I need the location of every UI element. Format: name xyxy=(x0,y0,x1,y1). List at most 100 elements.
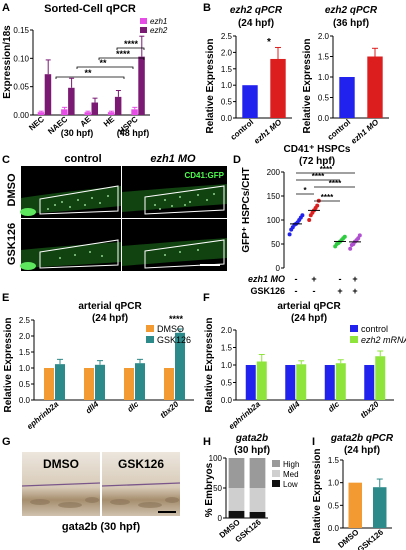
legend-label-control-f: control xyxy=(361,324,388,334)
sig-brackets-d xyxy=(296,172,355,202)
bar-high-gsk126 xyxy=(249,458,266,488)
panel-i: I gata2b qPCR (24 hpf) Relative Expressi… xyxy=(312,433,394,550)
legend-label-low: Low xyxy=(283,480,298,489)
bar-ezh2-nec xyxy=(44,74,52,115)
legend-label-med: Med xyxy=(283,470,299,479)
bar-ezh1-ae xyxy=(84,112,91,115)
legend-swatch-dmso-e xyxy=(146,325,154,332)
caption-g: gata2b (30 hpf) xyxy=(62,521,141,533)
sig-d-1: **** xyxy=(320,165,333,174)
y-tick-label: 2.0 xyxy=(19,332,31,341)
y-tick-label: 2.0 xyxy=(221,48,233,57)
chart-d: 0 50 100 150 200 xyxy=(267,168,362,273)
panel-letter-g: G xyxy=(2,436,11,448)
bar-control xyxy=(242,85,258,118)
bar-low-dmso xyxy=(228,510,245,518)
bar-low-gsk126 xyxy=(249,512,266,518)
sig-brackets-a xyxy=(55,47,145,79)
panel-a: A Sorted-Cell qPCR Expression/18s 0.00 0.… xyxy=(2,2,168,138)
x-tick-label: dll4 xyxy=(285,399,302,415)
title-b-left: ezh2 qPCR xyxy=(230,5,283,16)
col-label-ezh1-mo: ezh1 MO xyxy=(150,153,196,165)
panel-letter-c: C xyxy=(2,154,10,166)
x-tick-label: ephrinb2a xyxy=(25,399,60,431)
scale-bar-g xyxy=(158,511,176,513)
title-i: gata2b qPCR xyxy=(330,433,394,444)
sig-d-3: **** xyxy=(329,179,342,188)
bar-high-dmso xyxy=(228,458,245,488)
y-tick-label: 200 xyxy=(267,168,281,177)
row-label-gsk126-d: GSK126 xyxy=(250,286,285,296)
data-point xyxy=(342,234,347,239)
legend-swatch-ezh2mrna-f xyxy=(350,336,358,343)
legend-swatch-med xyxy=(272,470,280,477)
bar-gsk126-dlc xyxy=(135,363,145,400)
y-tick-label: 2.0 xyxy=(221,326,233,335)
legend-label-ezh2: ezh2 xyxy=(150,26,168,35)
y-tick-label: 1.0 xyxy=(221,81,233,90)
legend-label-dmso-e: DMSO xyxy=(157,324,184,334)
y-tick-label: 0.0 xyxy=(221,396,233,405)
y-tick-label: 0 xyxy=(218,514,223,523)
sig-a-1: ** xyxy=(84,68,92,78)
panel-letter-f: F xyxy=(203,292,210,304)
sign-ezh1-4: + xyxy=(352,274,357,284)
x-tick-label: NEC xyxy=(27,114,46,132)
panel-h: H gata2b (30 hpf) % Embryos 050100DMSOGS… xyxy=(203,433,299,544)
time-label-30hpf: (30 hpf) xyxy=(61,128,94,138)
panel-b: B ezh2 qPCR (24 hpf) ezh2 qPCR (36 hpf) … xyxy=(203,2,389,146)
y-tick-label: 1.5 xyxy=(221,344,233,353)
bar-ezh1-he xyxy=(107,112,115,115)
x-tick-label: ephrinb2a xyxy=(227,399,262,431)
data-point xyxy=(348,246,353,251)
panel-letter-a: A xyxy=(2,2,10,14)
legend-label-ezh1: ezh1 xyxy=(150,17,167,26)
x-tick-label: dlc xyxy=(126,399,141,414)
y-tick-label: 1.0 xyxy=(19,364,31,373)
panel-d: D CD41⁺ HSPCs (72 hpf) GFP⁺ HSPCs/CHT 0 5… xyxy=(233,144,362,296)
panel-e: E arterial qPCR (24 hpf) Relative Expres… xyxy=(2,292,194,431)
panel-letter-h: H xyxy=(203,436,211,448)
subtitle-b-left: (24 hpf) xyxy=(238,18,274,29)
sig-d-2: **** xyxy=(312,172,325,181)
legend-swatch-gsk126-e xyxy=(146,336,154,343)
sig-e: **** xyxy=(169,314,184,324)
sign-ezh1-3: - xyxy=(339,274,342,284)
x-tick-label: dlc xyxy=(326,399,341,414)
y-tick-label: 0.05 xyxy=(13,83,29,92)
subtitle-e: (24 hpf) xyxy=(92,313,128,324)
bar-ezh2-mrna-tbx20 xyxy=(375,356,386,400)
bar-gsk126-dll4 xyxy=(95,364,105,400)
gfp-cells xyxy=(47,193,215,259)
legend-swatch-ezh1 xyxy=(140,18,147,24)
gfp-hotspots xyxy=(20,208,36,270)
sig-a-2: ** xyxy=(99,58,107,68)
row-label-ezh1-mo: ezh1 MO xyxy=(248,274,285,284)
bar-ezh2-mrna-ephrinb2a xyxy=(256,361,267,400)
legend-swatch-high xyxy=(272,460,280,467)
y-tick-label: 100 xyxy=(209,454,223,463)
legend-label-gsk126-e: GSK126 xyxy=(157,335,191,345)
y-tick-label: 2.5 xyxy=(221,32,233,41)
x-tick-label: ezh1 MO xyxy=(252,117,284,146)
row-label-gsk126: GSK126 xyxy=(6,223,18,265)
x-tick-label: GSK126 xyxy=(356,527,386,550)
sign-ezh1-2: + xyxy=(311,274,316,284)
title-b-right: ezh2 qPCR xyxy=(325,5,378,16)
bar-ezh2-naec xyxy=(68,87,75,115)
bar-dmso-dlc xyxy=(124,368,134,400)
y-tick-label: 50 xyxy=(271,240,280,249)
sig-b: * xyxy=(267,37,271,48)
scale-bar-c xyxy=(200,264,220,266)
legend-label-high: High xyxy=(283,460,299,469)
y-tick-label: 1.0 xyxy=(328,479,340,488)
bar-ezh2-hspc xyxy=(138,56,145,115)
panel-letter-b: B xyxy=(203,2,211,14)
y-tick-label: 1.5 xyxy=(328,456,340,465)
subtitle-f: (24 hpf) xyxy=(291,313,327,324)
y-tick-label: 0.15 xyxy=(13,26,29,35)
